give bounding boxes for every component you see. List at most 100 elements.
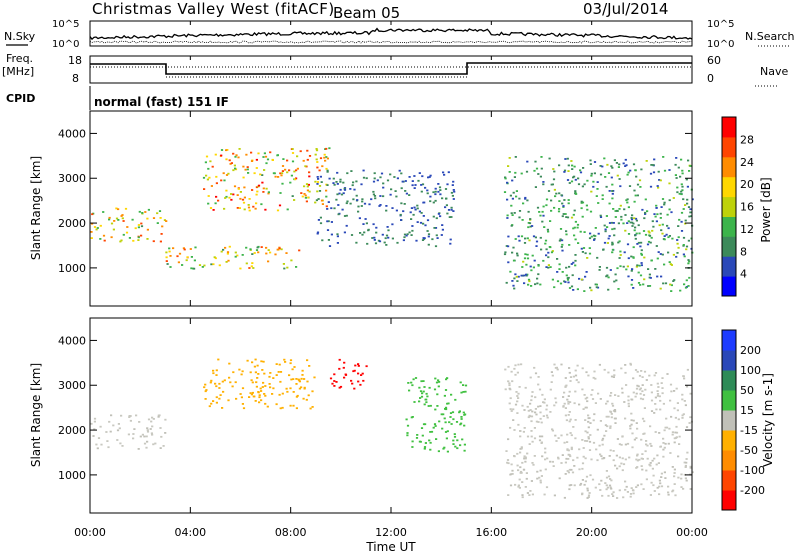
scatter-cell [650, 481, 653, 484]
scatter-cell [673, 390, 676, 392]
scatter-cell [594, 283, 597, 286]
scatter-cell [640, 168, 643, 171]
scatter-cell [530, 430, 533, 432]
scatter-cell [598, 269, 601, 271]
velocity-ylabel: Slant Range [km] [29, 363, 43, 467]
scatter-cell [305, 183, 309, 185]
scatter-cell [578, 403, 581, 406]
scatter-cell [387, 229, 390, 232]
scatter-cell [512, 191, 515, 194]
scatter-cell [560, 246, 563, 248]
scatter-cell [667, 442, 670, 445]
scatter-cell [547, 230, 550, 233]
scatter-cell [385, 244, 388, 246]
scatter-cell [689, 208, 692, 211]
scatter-cell [609, 411, 613, 413]
scatter-cell [319, 216, 322, 219]
scatter-cell [555, 401, 558, 404]
scatter-cell [629, 493, 633, 495]
scatter-cell [643, 217, 646, 220]
scatter-cell [365, 222, 368, 225]
scatter-cell [564, 158, 567, 160]
scatter-cell [443, 446, 446, 449]
scatter-cell [554, 397, 557, 400]
scatter-cell [573, 226, 576, 229]
scatter-cell [212, 209, 215, 211]
scatter-cell [591, 398, 595, 400]
scatter-cell [249, 392, 252, 394]
scatter-cell [573, 209, 576, 212]
scatter-cell [120, 414, 123, 417]
scatter-cell [531, 440, 534, 443]
scatter-cell [685, 479, 688, 482]
scatter-cell [419, 221, 423, 224]
scatter-cell [146, 228, 149, 231]
scatter-cell [613, 409, 617, 411]
scatter-cell [533, 427, 536, 429]
scatter-cell [253, 172, 256, 175]
scatter-cell [594, 402, 597, 404]
scatter-cell [539, 175, 542, 178]
scatter-cell [553, 206, 556, 209]
scatter-cell [618, 257, 621, 259]
scatter-cell [570, 160, 573, 162]
scatter-cell [574, 190, 577, 192]
scatter-cell [238, 207, 241, 209]
scatter-cell [651, 229, 654, 232]
scatter-cell [661, 387, 664, 389]
scatter-cell [440, 234, 443, 236]
scatter-cell [116, 439, 119, 441]
scatter-cell [208, 176, 211, 179]
scatter-cell [250, 379, 253, 382]
scatter-cell [650, 445, 653, 447]
scatter-cell [545, 266, 548, 268]
scatter-cell [648, 276, 651, 279]
scatter-cell [684, 464, 687, 467]
scatter-cell [626, 442, 630, 445]
scatter-cell [624, 214, 627, 216]
scatter-cell [626, 198, 629, 201]
scatter-cell [408, 389, 411, 392]
scatter-cell [456, 439, 459, 442]
scatter-cell [654, 372, 658, 374]
scatter-cell [520, 363, 523, 366]
scatter-cell [599, 216, 603, 218]
scatter-cell [278, 247, 281, 250]
scatter-cell [560, 194, 563, 197]
scatter-cell [682, 208, 685, 210]
scatter-cell [99, 238, 102, 240]
scatter-cell [375, 226, 378, 229]
scatter-cell [436, 237, 439, 239]
scatter-cell [635, 175, 638, 178]
scatter-cell [630, 487, 633, 489]
scatter-cell [204, 383, 207, 386]
scatter-cell [572, 213, 575, 216]
scatter-cell [611, 228, 614, 231]
scatter-cell [507, 462, 510, 465]
scatter-cell [509, 194, 512, 197]
scatter-cell [537, 421, 540, 423]
scatter-cell [311, 390, 314, 393]
scatter-cell [599, 173, 603, 176]
scatter-cell [515, 195, 518, 198]
scatter-cell [523, 409, 526, 411]
scatter-cell [568, 420, 571, 423]
scatter-cell [225, 195, 228, 198]
noise-tick-bottom-left: 10^0 [52, 39, 79, 50]
scatter-cell [565, 457, 568, 460]
scatter-cell [621, 387, 624, 390]
scatter-cell [552, 178, 556, 181]
scatter-cell [215, 401, 218, 404]
scatter-cell [618, 465, 621, 468]
scatter-cell [220, 154, 223, 157]
scatter-cell [609, 486, 612, 489]
scatter-cell [686, 198, 689, 201]
scatter-cell [553, 188, 556, 191]
scatter-cell [670, 264, 673, 266]
scatter-cell [593, 172, 596, 175]
scatter-cell [414, 377, 418, 379]
scatter-cell [590, 172, 593, 175]
scatter-cell [663, 446, 666, 449]
scatter-cell [551, 374, 554, 377]
scatter-cell [681, 393, 684, 396]
